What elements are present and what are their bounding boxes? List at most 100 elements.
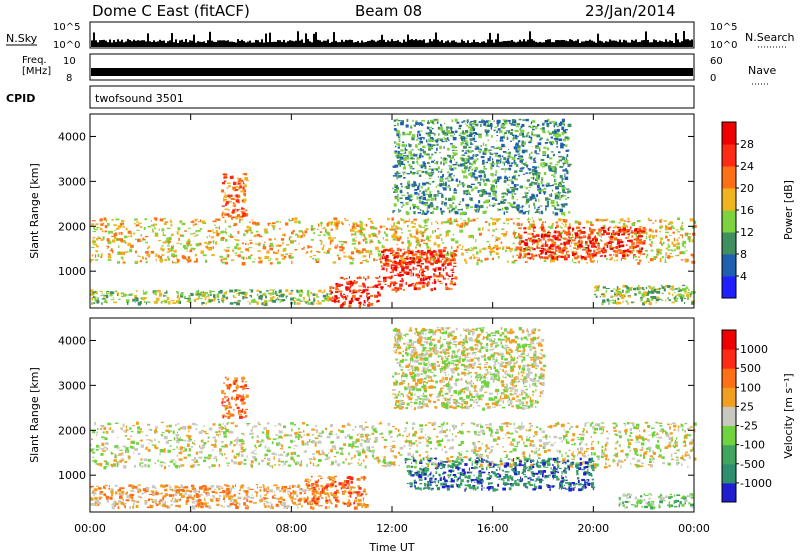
nsky-bar (517, 41, 519, 47)
range-cell (582, 235, 587, 239)
range-cell (659, 242, 662, 244)
range-cell (541, 129, 545, 132)
range-cell (429, 137, 434, 140)
range-cell (233, 301, 238, 304)
nsky-bar (183, 41, 185, 47)
range-cell (555, 250, 558, 252)
range-cell (327, 297, 331, 301)
range-cell (621, 244, 625, 248)
range-cell (439, 274, 443, 278)
range-cell (631, 235, 634, 238)
range-cell (366, 446, 370, 449)
range-cell (493, 120, 495, 122)
range-cell (283, 434, 287, 437)
range-cell (527, 233, 532, 235)
range-cell (392, 253, 395, 256)
range-cell (506, 246, 510, 249)
range-cell (240, 215, 244, 218)
range-cell (673, 237, 676, 242)
range-cell (405, 265, 410, 268)
range-cell (512, 232, 516, 235)
range-cell (555, 253, 558, 256)
range-cell (392, 270, 394, 273)
range-cell (286, 434, 290, 437)
range-cell (197, 460, 199, 463)
range-cell (659, 287, 661, 290)
range-cell (319, 231, 323, 233)
range-cell (438, 133, 441, 135)
range-cell (596, 260, 599, 263)
range-cell (504, 175, 507, 179)
range-cell (399, 255, 404, 258)
range-cell (512, 206, 516, 209)
range-cell (536, 246, 541, 249)
range-cell (446, 129, 450, 134)
range-cell (412, 257, 415, 260)
range-cell (403, 155, 407, 157)
range-cell (113, 297, 115, 299)
nsky-bar (653, 39, 655, 47)
range-cell (639, 253, 641, 256)
range-cell (229, 289, 234, 293)
range-cell (533, 240, 535, 244)
range-cell (227, 464, 229, 467)
range-cell (551, 222, 554, 227)
range-cell (234, 246, 238, 250)
range-cell (101, 442, 105, 447)
range-cell (144, 463, 147, 468)
range-cell (560, 227, 563, 229)
range-cell (135, 298, 139, 302)
range-cell (568, 223, 571, 227)
range-cell (313, 297, 315, 300)
range-cell (94, 228, 98, 231)
range-cell (429, 247, 431, 251)
range-cell (400, 201, 404, 204)
range-cell (484, 147, 488, 151)
range-cell (478, 121, 481, 123)
range-cell (117, 294, 119, 296)
range-cell (161, 254, 165, 256)
range-cell (323, 289, 326, 293)
range-cell (676, 246, 680, 250)
range-cell (414, 189, 418, 191)
range-cell (550, 120, 554, 123)
range-cell (437, 193, 439, 197)
range-cell (343, 241, 347, 244)
range-cell (596, 251, 598, 255)
range-cell (367, 297, 370, 300)
range-cell (316, 251, 319, 253)
range-cell (353, 233, 356, 235)
range-cell (546, 256, 549, 260)
range-cell (245, 209, 248, 212)
range-cell (648, 291, 651, 294)
range-cell (106, 294, 109, 299)
range-cell (469, 123, 473, 125)
range-cell (238, 293, 241, 296)
range-cell (431, 160, 434, 163)
range-cell (292, 229, 295, 233)
range-cell (400, 287, 402, 290)
range-cell (616, 292, 618, 296)
range-cell (399, 236, 402, 240)
range-cell (164, 258, 168, 262)
range-cell (391, 288, 396, 291)
nsky-bar (359, 42, 361, 47)
range-cell (528, 125, 531, 128)
range-cell (423, 251, 427, 253)
range-cell (585, 430, 588, 434)
range-cell (188, 295, 191, 298)
range-cell (684, 245, 686, 249)
date-title: 23/Jan/2014 (585, 2, 676, 20)
range-cell (493, 129, 496, 132)
range-cell (589, 242, 593, 245)
nsky-bar (171, 33, 173, 47)
range-cell (560, 225, 562, 227)
range-cell (681, 298, 684, 302)
range-cell (501, 192, 505, 195)
range-cell (218, 290, 223, 294)
range-cell (312, 293, 316, 296)
range-cell (445, 234, 447, 238)
range-cell (348, 443, 352, 447)
range-cell (422, 281, 425, 284)
range-cell (241, 199, 244, 202)
